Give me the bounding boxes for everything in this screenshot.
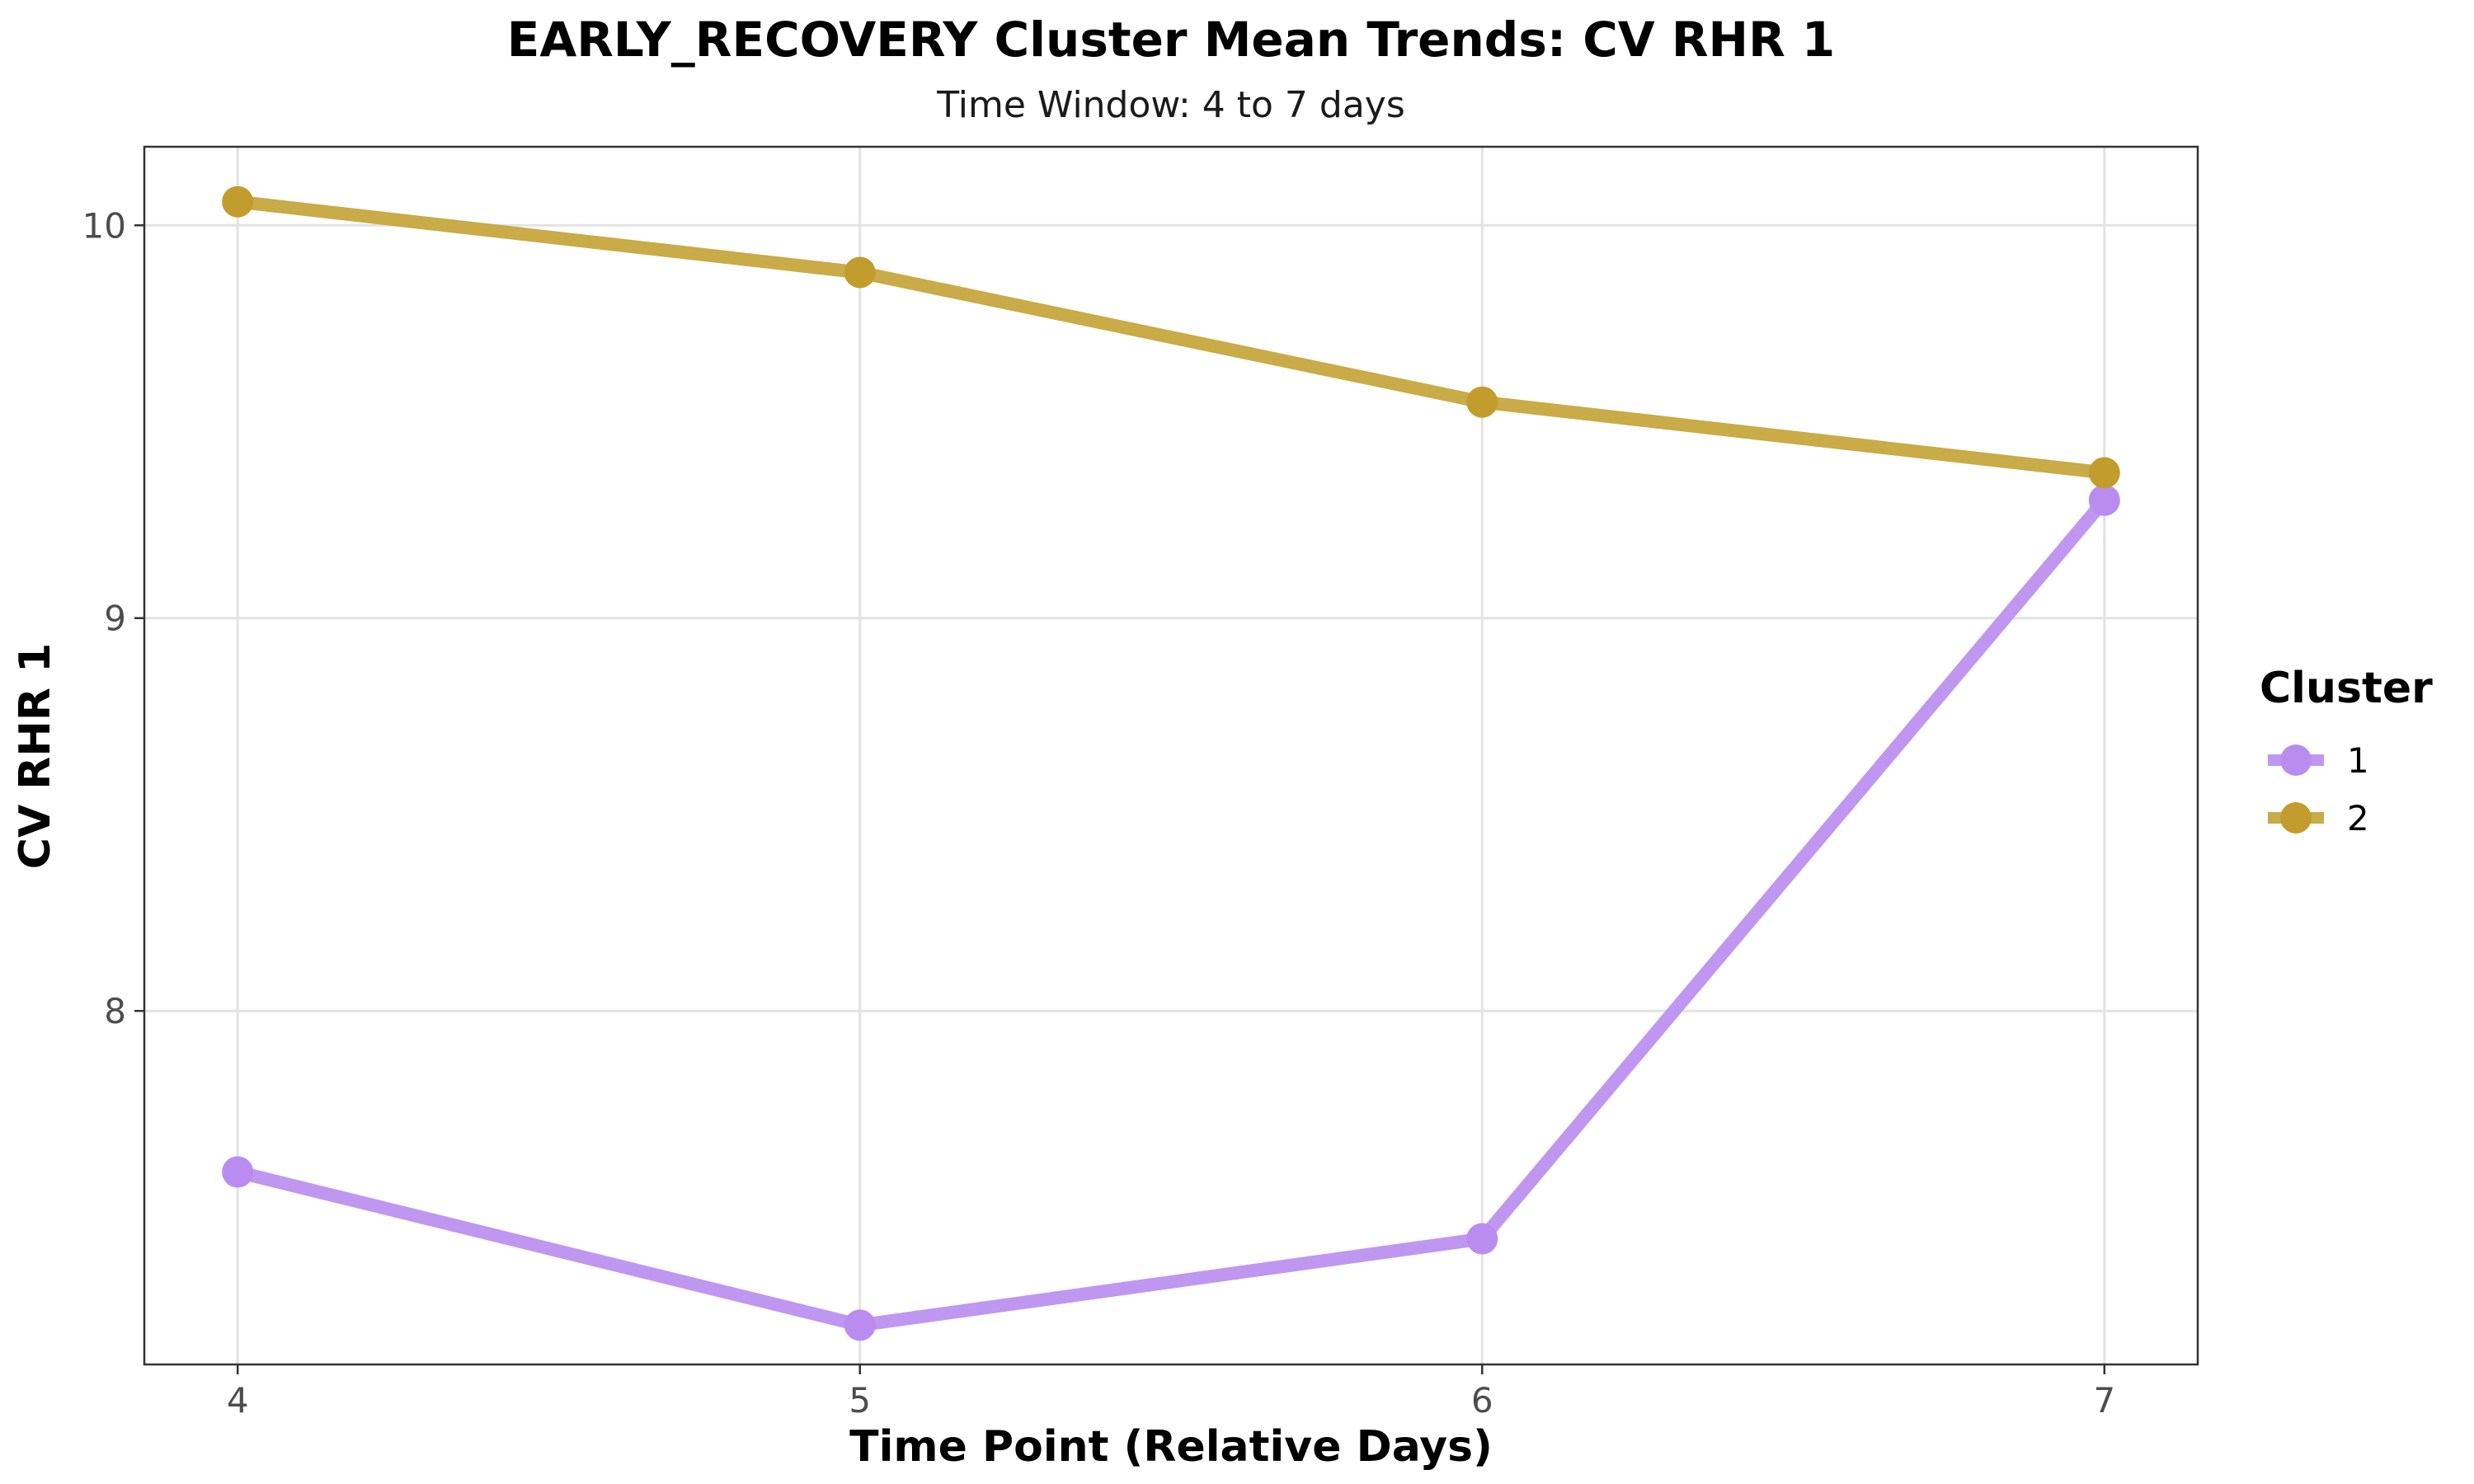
axis-ticks: 4 5 6 7 8 9 10 [82, 205, 2116, 1421]
chart-title: EARLY_RECOVERY Cluster Mean Trends: CV R… [507, 12, 1836, 68]
series-layer [222, 186, 2120, 1341]
data-point [2088, 457, 2120, 489]
x-tick-label: 5 [849, 1380, 871, 1421]
series-1 [222, 484, 2120, 1341]
x-tick-label: 6 [1471, 1380, 1493, 1421]
legend-label: 2 [2347, 798, 2369, 838]
data-point [222, 1156, 254, 1188]
data-point [1466, 1223, 1498, 1255]
legend-title: Cluster [2260, 664, 2433, 713]
legend-point-key [2280, 802, 2312, 834]
legend: Cluster 1 2 [2260, 664, 2433, 838]
x-tick-label: 7 [2093, 1380, 2115, 1421]
x-tick-label: 4 [227, 1380, 249, 1421]
chart-subtitle: Time Window: 4 to 7 days [936, 84, 1405, 126]
legend-item-1: 1 [2268, 740, 2369, 781]
data-point [2088, 484, 2120, 516]
y-tick-label: 10 [82, 205, 126, 246]
data-point [844, 256, 876, 289]
series-line-2 [231, 195, 2111, 480]
legend-point-key [2280, 744, 2312, 776]
plot-panel [143, 145, 2199, 1366]
y-axis-title: CV RHR 1 [11, 643, 60, 869]
legend-label: 1 [2347, 740, 2369, 781]
x-axis-title: Time Point (Relative Days) [849, 1422, 1493, 1472]
data-point [844, 1309, 876, 1341]
data-point [222, 186, 254, 218]
legend-item-2: 2 [2268, 798, 2369, 838]
y-tick-label: 8 [104, 991, 126, 1031]
series-line-1 [231, 493, 2111, 1332]
data-point [1466, 386, 1498, 418]
y-tick-label: 9 [104, 599, 126, 639]
series-2 [222, 186, 2120, 489]
